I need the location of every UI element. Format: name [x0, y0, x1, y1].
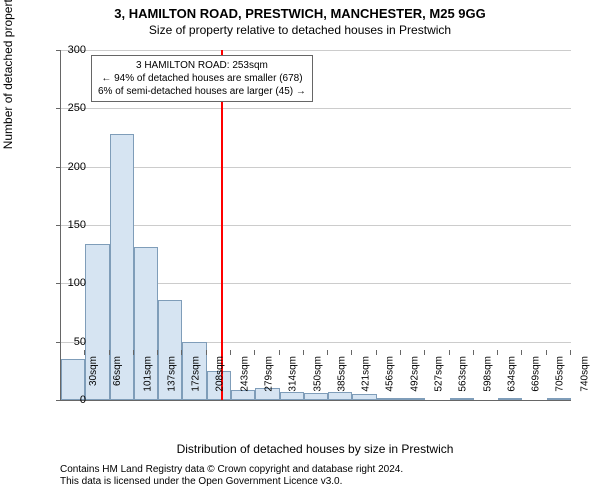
x-tick-mark [303, 350, 304, 355]
x-tick-label: 563sqm [458, 356, 469, 392]
chart-plot-area: 3 HAMILTON ROAD: 253sqm← 94% of detached… [60, 50, 571, 401]
histogram-bar [377, 398, 401, 400]
x-tick-mark [84, 350, 85, 355]
title-main: 3, HAMILTON ROAD, PRESTWICH, MANCHESTER,… [0, 0, 600, 21]
y-tick-label: 200 [46, 161, 86, 173]
x-tick-mark [351, 350, 352, 355]
x-tick-mark [206, 350, 207, 355]
x-tick-mark [521, 350, 522, 355]
x-tick-label: 385sqm [336, 356, 347, 392]
x-tick-mark [279, 350, 280, 355]
x-tick-label: 208sqm [215, 356, 226, 392]
histogram-bar [498, 398, 522, 400]
x-tick-mark [109, 350, 110, 355]
title-sub: Size of property relative to detached ho… [0, 21, 600, 37]
footer-line2: This data is licensed under the Open Gov… [60, 476, 403, 488]
x-tick-label: 66sqm [112, 356, 123, 386]
x-tick-mark [449, 350, 450, 355]
reference-line [221, 50, 223, 400]
x-tick-mark [157, 350, 158, 355]
annotation-line2: ← 94% of detached houses are smaller (67… [98, 72, 306, 85]
footer-text: Contains HM Land Registry data © Crown c… [60, 464, 403, 488]
histogram-bar [280, 392, 304, 400]
grid-line [61, 167, 571, 168]
x-axis-label: Distribution of detached houses by size … [60, 442, 570, 456]
chart-container: 3, HAMILTON ROAD, PRESTWICH, MANCHESTER,… [0, 0, 600, 500]
x-tick-label: 669sqm [531, 356, 542, 392]
x-tick-mark [497, 350, 498, 355]
histogram-bar [401, 398, 425, 400]
histogram-bar [304, 393, 328, 400]
x-tick-label: 30sqm [88, 356, 99, 386]
x-tick-mark [376, 350, 377, 355]
x-tick-mark [473, 350, 474, 355]
x-tick-mark [230, 350, 231, 355]
x-tick-mark [60, 350, 61, 355]
x-tick-label: 456sqm [385, 356, 396, 392]
histogram-bar [547, 398, 571, 400]
x-tick-label: 421sqm [361, 356, 372, 392]
x-tick-mark [254, 350, 255, 355]
x-tick-label: 172sqm [191, 356, 202, 392]
footer-line1: Contains HM Land Registry data © Crown c… [60, 464, 403, 476]
x-tick-mark [327, 350, 328, 355]
y-tick-label: 250 [46, 102, 86, 114]
grid-line [61, 108, 571, 109]
y-tick-label: 100 [46, 277, 86, 289]
x-tick-label: 314sqm [288, 356, 299, 392]
y-tick-label: 50 [46, 336, 86, 348]
x-tick-label: 527sqm [434, 356, 445, 392]
x-tick-mark [570, 350, 571, 355]
grid-line [61, 50, 571, 51]
y-tick-label: 0 [46, 394, 86, 406]
y-axis-label: Number of detached properties [1, 0, 15, 149]
x-tick-mark [133, 350, 134, 355]
x-tick-label: 350sqm [312, 356, 323, 392]
histogram-bar [328, 392, 352, 400]
x-tick-label: 101sqm [142, 356, 153, 392]
annotation-box: 3 HAMILTON ROAD: 253sqm← 94% of detached… [91, 55, 313, 102]
x-tick-mark [424, 350, 425, 355]
x-tick-label: 705sqm [555, 356, 566, 392]
y-tick-label: 150 [46, 219, 86, 231]
histogram-bar [352, 394, 376, 400]
y-tick-label: 300 [46, 44, 86, 56]
annotation-line1: 3 HAMILTON ROAD: 253sqm [98, 59, 306, 72]
histogram-bar [450, 398, 474, 400]
grid-line [61, 225, 571, 226]
annotation-line3: 6% of semi-detached houses are larger (4… [98, 85, 306, 98]
x-tick-label: 279sqm [264, 356, 275, 392]
x-tick-mark [546, 350, 547, 355]
x-tick-label: 137sqm [166, 356, 177, 392]
x-tick-label: 740sqm [579, 356, 590, 392]
x-tick-label: 598sqm [482, 356, 493, 392]
x-tick-label: 243sqm [239, 356, 250, 392]
x-tick-mark [400, 350, 401, 355]
x-tick-mark [181, 350, 182, 355]
x-tick-label: 492sqm [409, 356, 420, 392]
x-tick-label: 634sqm [506, 356, 517, 392]
